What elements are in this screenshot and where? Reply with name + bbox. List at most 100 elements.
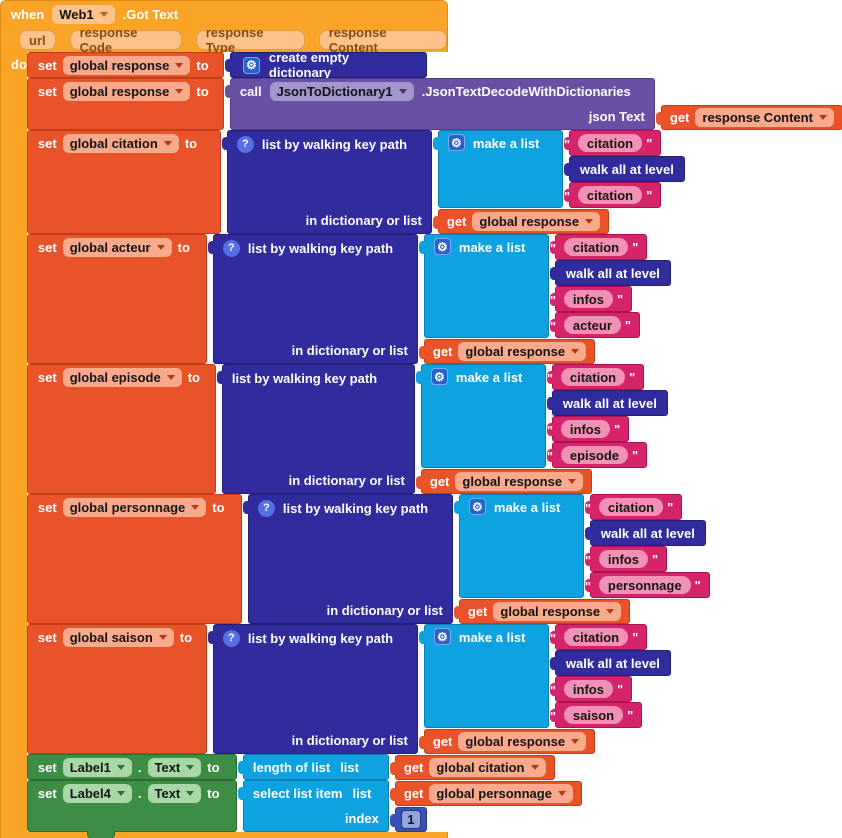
text-string-block[interactable]: citation [546,364,645,390]
set-variable-block[interactable]: set global saison to [26,624,207,754]
text-string-block[interactable]: citation [563,182,662,208]
get-variable-block[interactable]: get global personnage [389,780,582,806]
call-method-block[interactable]: call JsonToDictionary1 .JsonTextDecodeWi… [224,78,655,130]
text-string-block[interactable]: citation [563,130,662,156]
get-variable-block[interactable]: get global citation [389,754,555,780]
make-a-list-block[interactable]: ⚙ make a list [415,364,546,468]
text-string-block[interactable]: acteur [549,312,641,338]
get-variable-block[interactable]: get global response [432,208,610,234]
variable-dropdown[interactable]: global citation [62,134,179,153]
mutator-gear-icon[interactable]: ⚙ [242,56,260,74]
get-variable-block[interactable]: get global response [418,728,596,754]
component-dropdown[interactable]: Label1 [62,758,132,777]
set-variable-block[interactable]: set global acteur to [26,234,207,364]
mutator-gear-icon[interactable]: ⚙ [433,238,451,255]
variable-dropdown[interactable]: global response [472,211,601,231]
variable-dropdown[interactable]: global response [458,341,587,361]
text-string-block[interactable]: infos [546,416,630,442]
text-string-block[interactable]: infos [549,286,633,312]
mutator-gear-icon[interactable]: ⚙ [447,134,465,151]
walk-all-at-level-block[interactable]: walk all at level [584,520,706,546]
variable-dropdown[interactable]: global personnage [62,498,207,517]
component-dropdown[interactable]: JsonToDictionary1 [269,82,414,101]
help-icon[interactable]: ? [257,499,275,517]
variable-dropdown[interactable]: global response [493,601,622,621]
set-variable-block[interactable]: set global episode to [26,364,216,494]
make-a-list-block[interactable]: ⚙ make a list [453,494,584,598]
list-by-walking-key-path-block[interactable]: ? list by walking key path in dictionary… [207,624,418,754]
variable-dropdown[interactable]: global response [455,471,584,491]
statement-init-response: set global response to ⚙ create empty di… [26,50,842,80]
variable-dropdown[interactable]: global episode [62,368,182,387]
property-dropdown[interactable]: Text [147,758,202,777]
event-header: when Web1 .Got Text [1,1,447,28]
number-value[interactable]: 1 [400,809,421,829]
when-event-block[interactable]: when Web1 .Got Text url response Code re… [0,0,448,55]
mutator-gear-icon[interactable]: ⚙ [468,498,486,515]
list-by-walking-key-path-block[interactable]: ? list by walking key path in dictionary… [242,494,453,624]
help-icon[interactable]: ? [236,135,254,153]
walk-all-at-level-block[interactable]: walk all at level [563,156,685,182]
help-icon[interactable]: ? [222,629,240,647]
text-string-block[interactable]: episode [546,442,648,468]
set-variable-block[interactable]: set global response to [26,78,224,130]
mutator-gear-icon[interactable]: ⚙ [433,628,451,645]
list-by-walking-key-path-block[interactable]: ? list by walking key path in dictionary… [207,234,418,364]
param-url[interactable]: url [19,30,56,50]
set-variable-block[interactable]: set global personnage to [26,494,242,624]
next-statement-tab [86,831,115,838]
get-variable-block[interactable]: get global response [415,468,593,494]
get-variable-block[interactable]: get global response [453,598,631,624]
dropdown-arrow-icon [606,608,615,614]
param-response-code[interactable]: response Code [69,25,182,55]
get-variable-block[interactable]: get global response [418,338,596,364]
param-response-content[interactable]: response Content [318,25,448,55]
dropdown-arrow-icon [166,375,175,380]
property-dropdown[interactable]: Text [147,784,202,803]
statement-walk-acteur: set global acteur to ? list by walking k… [26,234,842,364]
variable-dropdown[interactable]: response Content [695,107,834,127]
text-string-block[interactable]: citation [549,624,648,650]
text-string-block[interactable]: personnage [584,572,710,598]
set-variable-block[interactable]: set global citation to [26,130,221,234]
walk-all-at-level-block[interactable]: walk all at level [546,390,668,416]
make-a-list-block[interactable]: ⚙ make a list [432,130,563,208]
component-dropdown[interactable]: Web1 [52,5,115,24]
event-name: .Got Text [122,7,179,22]
get-variable-block[interactable]: get response Content [655,104,842,130]
help-icon[interactable]: ? [222,239,240,257]
text-string-block[interactable]: citation [549,234,648,260]
walk-all-at-level-block[interactable]: walk all at level [549,260,671,286]
text-string-block[interactable]: citation [584,494,683,520]
set-component-property-block[interactable]: set Label1 . Text to [26,754,237,780]
variable-dropdown[interactable]: global response [62,56,191,75]
length-of-list-block[interactable]: length of list list [237,754,389,780]
variable-dropdown[interactable]: global citation [429,757,546,777]
dropdown-arrow-icon [557,790,566,796]
make-a-list-block[interactable]: ⚙ make a list [418,234,549,338]
walk-all-at-level-block[interactable]: walk all at level [549,650,671,676]
select-list-item-block[interactable]: select list item list index [237,780,389,832]
set-component-property-block[interactable]: set Label4 . Text to [26,780,237,832]
dropdown-arrow-icon [163,141,172,146]
create-empty-dictionary-block[interactable]: ⚙ create empty dictionary [224,50,427,80]
text-string-block[interactable]: saison [549,702,643,728]
number-block[interactable]: 1 [389,806,427,832]
dropdown-arrow-icon [568,478,577,484]
text-string-block[interactable]: infos [584,546,668,572]
make-a-list-block[interactable]: ⚙ make a list [418,624,549,728]
variable-dropdown[interactable]: global saison [62,628,174,647]
set-variable-block[interactable]: set global response to [26,52,224,78]
variable-dropdown[interactable]: global response [62,82,191,101]
param-response-type[interactable]: response Type [195,25,305,55]
text-string-block[interactable]: infos [549,676,633,702]
dropdown-arrow-icon [398,89,407,94]
variable-dropdown[interactable]: global acteur [62,238,172,257]
variable-dropdown[interactable]: global response [458,731,587,751]
arg-label: json Text [588,109,645,124]
mutator-gear-icon[interactable]: ⚙ [430,368,448,385]
list-by-walking-key-path-block[interactable]: ? list by walking key path in dictionary… [221,130,432,234]
component-dropdown[interactable]: Label4 [62,784,132,803]
variable-dropdown[interactable]: global personnage [429,783,573,803]
list-by-walking-key-path-block[interactable]: list by walking key path in dictionary o… [216,364,415,494]
